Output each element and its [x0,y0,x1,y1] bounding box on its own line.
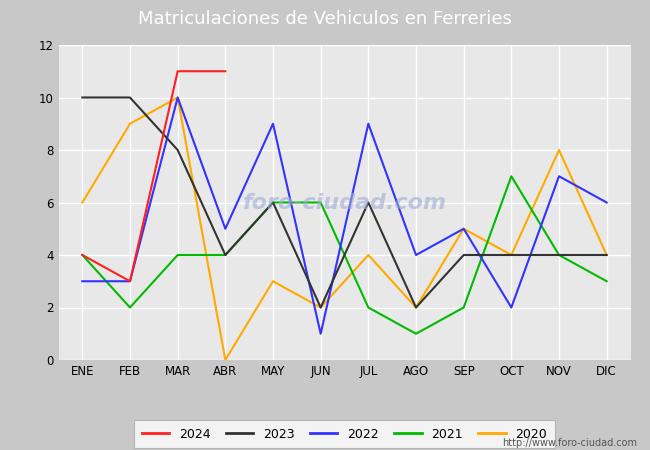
Text: Matriculaciones de Vehiculos en Ferreries: Matriculaciones de Vehiculos en Ferrerie… [138,10,512,28]
Text: foro-ciudad.com: foro-ciudad.com [242,193,447,212]
Text: http://www.foro-ciudad.com: http://www.foro-ciudad.com [502,438,637,448]
Legend: 2024, 2023, 2022, 2021, 2020: 2024, 2023, 2022, 2021, 2020 [134,420,555,448]
